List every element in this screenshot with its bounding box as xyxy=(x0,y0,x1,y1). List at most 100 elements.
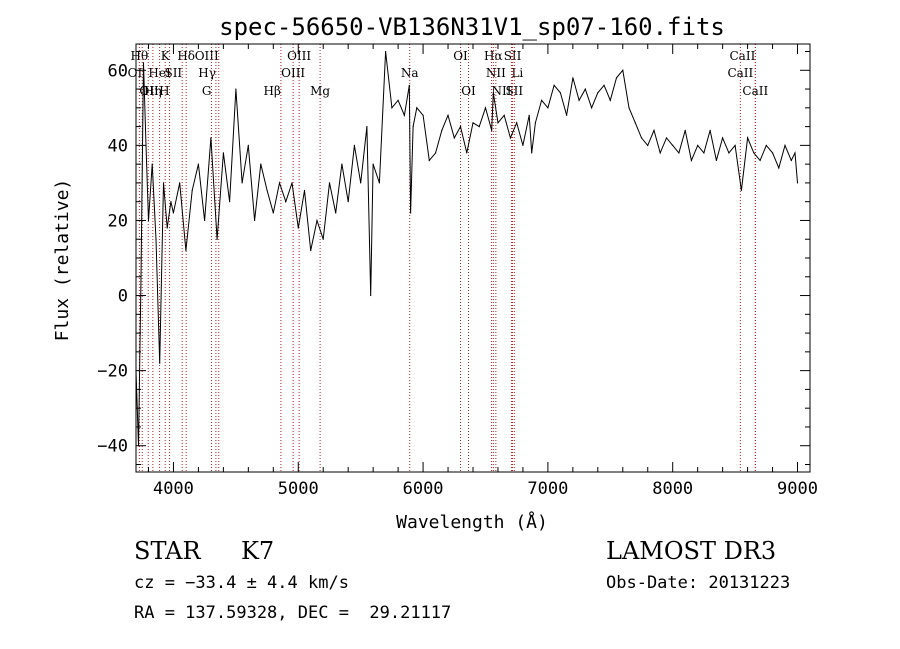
spectrum-point xyxy=(528,114,530,116)
spectrum-point xyxy=(615,77,618,79)
subclass-label: K7 xyxy=(241,537,275,565)
line-marker-label: Na xyxy=(401,66,419,80)
spectrum-point xyxy=(484,107,487,109)
spectrum-point xyxy=(353,144,356,146)
spectrum-point xyxy=(516,122,518,124)
line-marker-label: SII xyxy=(504,49,522,63)
spectrum-point xyxy=(166,227,168,229)
spectrum-point xyxy=(541,99,543,101)
line-marker-label: OIII xyxy=(281,66,305,80)
spectrum-point xyxy=(191,189,193,192)
spectrum-point xyxy=(690,159,693,161)
spectrum-point xyxy=(503,114,505,116)
spectrum-point xyxy=(216,238,218,240)
spectrum-point xyxy=(278,182,281,184)
chart-axes: 4000 5000 6000 7000 8000 9000 −40 −20 0 20 40 60 xyxy=(97,44,818,499)
chart-title: spec-56650-VB136N31V1_sp07-160.fits xyxy=(219,13,725,41)
spectrum-point xyxy=(310,249,312,252)
spectrum-point xyxy=(531,152,533,154)
spectrum-point xyxy=(408,84,410,86)
spectrum-point xyxy=(722,137,724,139)
spectrum-point xyxy=(784,144,786,146)
spectrum-point xyxy=(416,107,418,109)
spectrum-point xyxy=(179,182,181,184)
spectrum-point xyxy=(796,182,799,184)
spectrum-point xyxy=(303,189,306,192)
spectrum-point xyxy=(291,182,293,184)
spectrum-point xyxy=(771,152,774,154)
spectrum-point xyxy=(347,201,349,203)
spectrum-point xyxy=(491,129,493,131)
spectrum-point xyxy=(678,152,680,154)
spectrum-point xyxy=(266,189,268,192)
x-tick-label: 5000 xyxy=(278,479,319,499)
line-marker-label: SII xyxy=(505,84,523,98)
spectrum-point xyxy=(459,125,462,128)
line-marker-label: NII xyxy=(486,66,506,80)
spectrum-point xyxy=(142,62,145,64)
spectrum-point xyxy=(366,125,368,128)
spectrum-point xyxy=(759,159,761,161)
spectrum-point xyxy=(634,122,636,124)
spectrum-point xyxy=(790,159,792,161)
line-marker-label: CaII xyxy=(727,66,753,80)
spectrum-point xyxy=(441,129,443,131)
spectrum-point xyxy=(709,129,711,131)
line-marker-label: G xyxy=(202,84,212,98)
spectrum-point xyxy=(522,144,524,146)
spectrum-point xyxy=(403,114,405,116)
spectrum-point xyxy=(204,219,206,222)
spectrum-point xyxy=(297,227,299,229)
spectrum-point xyxy=(509,137,512,139)
line-marker-label: SII xyxy=(164,66,182,80)
spectrum-point xyxy=(185,249,187,252)
spectrum-plot xyxy=(135,50,799,447)
survey-label: LAMOST DR3 xyxy=(606,537,777,565)
spectrum-point xyxy=(412,125,414,128)
line-marker-label: HeI xyxy=(148,66,171,80)
line-marker-label: K xyxy=(161,49,171,63)
spectrum-point xyxy=(746,137,749,139)
spectrum-point xyxy=(640,137,643,139)
cz-label: cz = −33.4 ± 4.4 km/s xyxy=(134,573,349,593)
y-tick-label: 0 xyxy=(118,287,128,307)
x-tick-label: 4000 xyxy=(153,479,194,499)
spectrum-point xyxy=(778,167,780,169)
spectrum-point xyxy=(794,152,796,154)
y-tick-label: −20 xyxy=(97,362,128,382)
line-marker-label: Li xyxy=(511,66,523,80)
spectrum-point xyxy=(534,122,537,124)
x-tick-label: 6000 xyxy=(403,479,444,499)
spectrum-point xyxy=(497,122,499,124)
spectrum-point xyxy=(235,88,237,90)
spectrum-point xyxy=(728,152,730,154)
line-marker-label: CaII xyxy=(730,49,756,63)
spectrum-point xyxy=(566,114,568,116)
spectrum-point xyxy=(715,159,717,161)
line-marker-label: OI xyxy=(128,66,143,80)
spectrum-point xyxy=(553,84,555,86)
spectrum-line-flux xyxy=(135,51,798,446)
spectrum-point xyxy=(378,182,380,184)
spectrum-point xyxy=(272,212,274,214)
spectrum-point xyxy=(653,129,655,131)
spectrum-point xyxy=(740,189,742,192)
spectrum-point xyxy=(253,219,256,222)
line-marker-label: Hβ xyxy=(264,84,281,98)
spectrum-point xyxy=(472,122,474,124)
y-tick-label: −40 xyxy=(97,437,128,457)
spectrum-point xyxy=(385,50,387,53)
line-marker-label: Hδ xyxy=(177,49,195,63)
spectrum-point xyxy=(159,362,161,364)
y-axis-label: Flux (relative) xyxy=(52,179,73,342)
spectrum-point xyxy=(453,137,455,139)
spectrum-point xyxy=(466,152,468,154)
spectrum-point xyxy=(370,294,372,297)
spectrum-point xyxy=(597,92,599,94)
spectrum-point xyxy=(590,107,593,109)
spectrum-point xyxy=(492,92,494,94)
spectrum-point xyxy=(665,137,668,139)
spectrum-point xyxy=(172,212,175,214)
line-marker-label: OIII xyxy=(287,49,311,63)
